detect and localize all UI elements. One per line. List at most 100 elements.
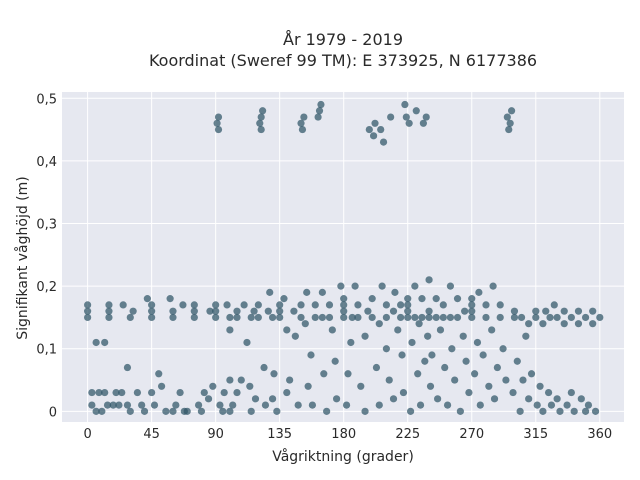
data-point: [166, 295, 174, 303]
data-point: [261, 401, 270, 409]
data-point: [406, 407, 415, 415]
data-point: [344, 370, 352, 378]
y-tick-label: 0,4: [36, 155, 57, 170]
x-tick-label: 270: [459, 427, 484, 442]
x-tick-label: 360: [587, 427, 612, 442]
x-tick-label: 180: [331, 427, 356, 442]
data-point: [382, 313, 390, 322]
data-point: [162, 407, 170, 415]
data-point: [456, 407, 464, 415]
data-point: [317, 100, 325, 109]
data-point: [250, 307, 258, 315]
x-tick-label: 315: [523, 427, 548, 442]
data-point: [482, 301, 490, 309]
data-point: [88, 388, 96, 397]
data-point: [143, 295, 151, 303]
data-point: [92, 338, 100, 347]
data-point: [418, 295, 426, 303]
data-point: [419, 119, 427, 127]
data-point: [260, 363, 268, 372]
data-point: [453, 313, 462, 322]
data-point: [220, 388, 228, 397]
data-point: [468, 301, 476, 309]
data-point: [148, 388, 156, 397]
data-point: [194, 401, 203, 409]
data-point: [276, 307, 284, 315]
data-point: [84, 313, 92, 322]
y-axis-label: Signifikant våghöjd (m): [14, 176, 31, 339]
data-point: [212, 301, 220, 309]
data-point: [496, 313, 504, 322]
chart-title: År 1979 - 2019: [283, 30, 403, 49]
data-point: [280, 295, 288, 303]
data-point: [169, 407, 177, 415]
data-point: [200, 388, 208, 397]
data-point: [190, 301, 198, 309]
data-point: [365, 125, 373, 134]
data-point: [404, 301, 412, 309]
data-point: [303, 288, 311, 296]
data-point: [233, 307, 241, 315]
data-point: [209, 382, 217, 390]
data-point: [434, 395, 442, 403]
data-point: [425, 307, 433, 315]
data-point: [382, 345, 390, 353]
data-point: [133, 388, 142, 397]
data-point: [325, 301, 334, 309]
x-tick-label: 135: [267, 427, 292, 442]
data-point: [468, 307, 476, 315]
data-point: [584, 401, 593, 409]
data-point: [307, 351, 315, 359]
data-point: [348, 313, 356, 322]
data-point: [105, 307, 113, 315]
data-point: [169, 307, 177, 315]
data-point: [212, 313, 220, 322]
data-point: [404, 295, 412, 303]
data-point: [485, 382, 493, 390]
y-tick-label: 0,5: [36, 92, 57, 107]
data-point: [357, 382, 365, 390]
data-point: [510, 307, 519, 315]
data-point: [397, 313, 405, 322]
data-point: [389, 307, 398, 315]
data-point: [259, 107, 267, 115]
data-point: [92, 407, 100, 415]
data-point: [539, 320, 547, 328]
data-point: [264, 307, 272, 315]
data-point: [536, 382, 544, 390]
data-point: [342, 401, 351, 409]
data-point: [446, 282, 455, 290]
data-point: [574, 307, 583, 315]
data-point: [517, 313, 526, 322]
data-point: [544, 388, 553, 397]
data-point: [315, 107, 324, 115]
data-point: [126, 313, 134, 322]
data-point: [506, 119, 514, 127]
data-point: [148, 301, 156, 309]
data-point: [251, 395, 260, 403]
x-tick-label: 0: [83, 427, 91, 442]
data-point: [157, 382, 166, 390]
data-point: [412, 107, 420, 115]
y-tick-label: 0: [49, 405, 57, 420]
data-point: [212, 307, 220, 315]
data-point: [473, 338, 482, 347]
data-point: [532, 307, 540, 315]
data-point: [436, 326, 445, 334]
data-point: [581, 407, 590, 415]
data-point: [308, 401, 317, 409]
data-point: [502, 376, 510, 384]
data-point: [176, 388, 184, 397]
chart-subtitle: Koordinat (Sweref 99 TM): E 373925, N 61…: [149, 51, 537, 70]
data-point: [499, 345, 507, 353]
data-point: [340, 301, 348, 309]
data-point: [148, 307, 156, 315]
data-point: [546, 313, 554, 322]
data-point: [589, 307, 597, 315]
data-point: [372, 363, 381, 372]
data-point: [493, 363, 501, 372]
data-point: [340, 313, 348, 322]
data-point: [547, 401, 556, 409]
data-point: [337, 282, 345, 290]
data-point: [567, 313, 575, 322]
